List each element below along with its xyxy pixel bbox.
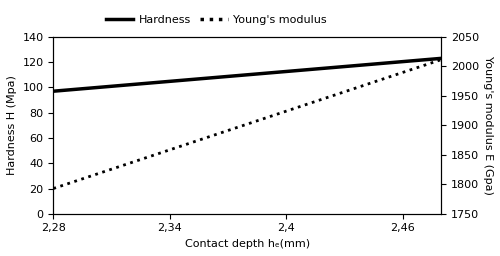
Young's modulus bbox=[419, 65, 425, 68]
Hardness bbox=[438, 57, 444, 60]
Y-axis label: Hardness H (Mpa): Hardness H (Mpa) bbox=[7, 75, 17, 175]
Line: Hardness: Hardness bbox=[54, 58, 442, 91]
Hardness bbox=[154, 81, 160, 84]
Y-axis label: Young's modulus E (Gpa): Young's modulus E (Gpa) bbox=[483, 56, 493, 195]
Line: Young's modulus: Young's modulus bbox=[54, 60, 442, 188]
Young's modulus bbox=[122, 163, 128, 166]
Young's modulus bbox=[74, 179, 80, 182]
Young's modulus bbox=[66, 182, 72, 185]
Young's modulus bbox=[50, 187, 56, 190]
Young's modulus bbox=[154, 153, 160, 156]
Hardness bbox=[405, 60, 411, 63]
X-axis label: Contact depth hₑ(mm): Contact depth hₑ(mm) bbox=[185, 239, 310, 249]
Hardness bbox=[66, 88, 72, 91]
Young's modulus bbox=[438, 58, 444, 61]
Hardness bbox=[74, 88, 80, 91]
Hardness bbox=[50, 90, 56, 93]
Hardness bbox=[122, 83, 128, 87]
Hardness bbox=[419, 58, 425, 61]
Legend: Hardness, Young's modulus: Hardness, Young's modulus bbox=[101, 10, 332, 29]
Young's modulus bbox=[405, 69, 411, 72]
